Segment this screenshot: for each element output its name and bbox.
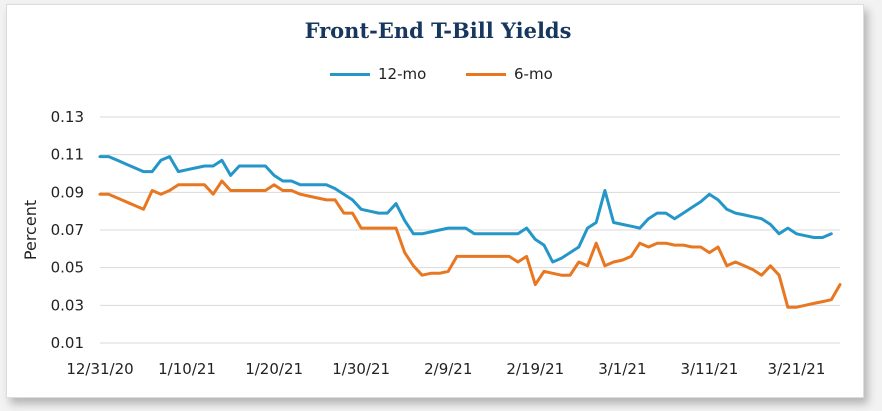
legend-item-12mo: 12-mo	[330, 64, 426, 84]
x-tick-label: 1/30/21	[332, 360, 390, 378]
x-tick-label: 2/19/21	[506, 360, 564, 378]
x-tick-label: 3/21/21	[768, 360, 826, 378]
y-tick-label: 0.01	[51, 334, 84, 352]
x-tick-label: 1/20/21	[245, 360, 303, 378]
x-tick-label: 2/9/21	[424, 360, 472, 378]
y-axis-label: Percent	[21, 200, 40, 260]
y-tick-label: 0.05	[51, 259, 84, 277]
y-tick-label: 0.13	[51, 108, 84, 126]
legend-label-12mo: 12-mo	[378, 65, 427, 83]
y-tick-label: 0.03	[51, 296, 84, 314]
x-tick-label: 3/11/21	[680, 360, 738, 378]
legend-swatch-6mo	[466, 72, 506, 76]
legend: 12-mo 6-mo	[0, 64, 876, 84]
y-tick-label: 0.09	[51, 183, 84, 201]
series-line-6-mo	[98, 179, 842, 309]
series-line-12-mo	[98, 155, 833, 264]
y-tick-label: 0.11	[51, 146, 84, 164]
y-tick-label: 0.07	[51, 221, 84, 239]
legend-label-6mo: 6-mo	[514, 65, 553, 83]
legend-swatch-12mo	[330, 72, 370, 76]
legend-item-6mo: 6-mo	[466, 64, 553, 84]
x-tick-label: 12/31/20	[66, 360, 133, 378]
x-tick-label: 3/1/21	[598, 360, 646, 378]
chart-title: Front-End T-Bill Yields	[304, 18, 572, 43]
x-tick-label: 1/10/21	[158, 360, 216, 378]
